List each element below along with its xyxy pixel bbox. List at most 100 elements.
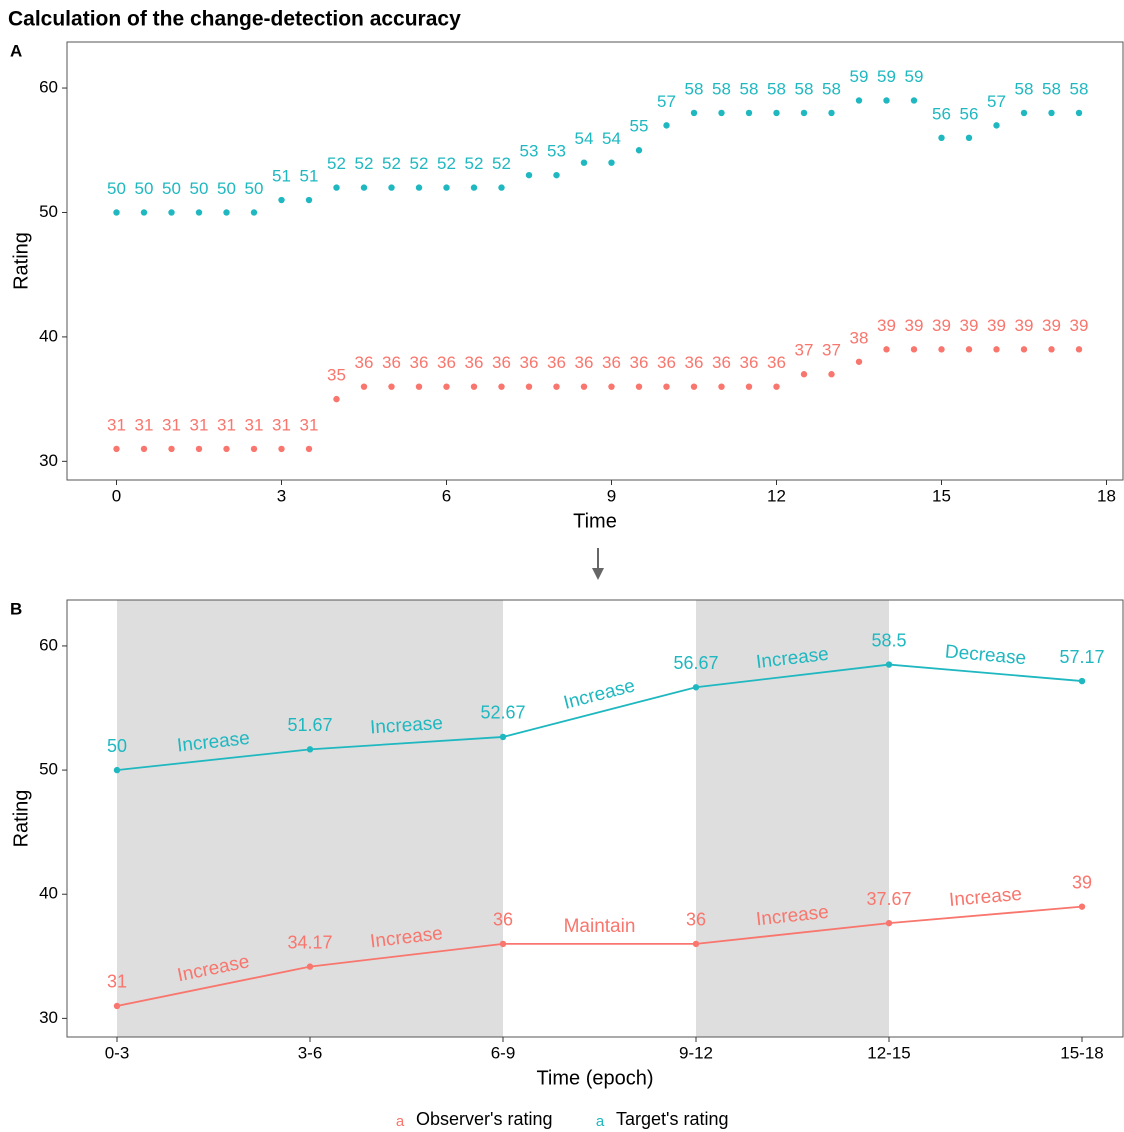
x-axis-title: Time bbox=[573, 510, 617, 532]
x-axis-title: Time (epoch) bbox=[536, 1067, 653, 1089]
point-label: 53 bbox=[547, 142, 566, 161]
point-label: 31 bbox=[107, 415, 126, 434]
point-label: 58 bbox=[1070, 79, 1089, 98]
point bbox=[333, 184, 340, 191]
x-tick-label: 3 bbox=[277, 486, 286, 505]
point bbox=[635, 383, 643, 390]
point bbox=[635, 147, 643, 154]
point bbox=[773, 383, 780, 390]
point-label: 39 bbox=[877, 316, 896, 335]
point bbox=[553, 383, 560, 390]
y-axis-title: Rating bbox=[10, 232, 32, 290]
shaded-band bbox=[117, 600, 503, 1037]
point-label: 37.67 bbox=[866, 889, 911, 909]
point bbox=[1075, 346, 1083, 353]
x-tick-label: 0 bbox=[112, 486, 121, 505]
point bbox=[690, 383, 698, 390]
panel-tag: A bbox=[10, 41, 22, 60]
point bbox=[580, 159, 588, 166]
point bbox=[113, 445, 120, 453]
point-label: 52 bbox=[327, 154, 346, 173]
legend-key: a bbox=[396, 1113, 405, 1130]
point-label: 59 bbox=[877, 67, 896, 86]
point-label: 52 bbox=[410, 154, 429, 173]
point-label: 31 bbox=[107, 972, 127, 992]
point bbox=[938, 346, 945, 353]
point bbox=[140, 445, 148, 453]
point-label: 57 bbox=[987, 92, 1006, 111]
point-label: 36 bbox=[602, 353, 621, 372]
y-tick-label: 50 bbox=[39, 202, 58, 221]
point bbox=[306, 746, 314, 753]
point-label: 51.67 bbox=[287, 715, 332, 735]
point-label: 36 bbox=[575, 353, 594, 372]
point bbox=[333, 395, 340, 403]
segment-label: Increase bbox=[561, 675, 637, 713]
point bbox=[498, 383, 505, 390]
point-label: 39 bbox=[1042, 316, 1061, 335]
point-label: 50 bbox=[107, 179, 126, 198]
point-label: 57 bbox=[657, 92, 676, 111]
point-label: 34.17 bbox=[287, 932, 332, 952]
point-label: 59 bbox=[850, 67, 869, 86]
y-axis-title: Rating bbox=[10, 790, 32, 848]
point bbox=[278, 445, 285, 453]
point bbox=[250, 445, 258, 453]
point-label: 31 bbox=[162, 415, 181, 434]
point bbox=[855, 97, 863, 104]
point bbox=[745, 383, 753, 390]
point-label: 37 bbox=[822, 341, 841, 360]
point bbox=[305, 445, 313, 453]
point bbox=[663, 122, 670, 129]
point-label: 52 bbox=[382, 154, 401, 173]
point-label: 36 bbox=[493, 910, 513, 930]
point bbox=[415, 184, 423, 191]
point-label: 52 bbox=[465, 154, 484, 173]
point bbox=[910, 346, 918, 353]
point-label: 35 bbox=[327, 366, 346, 385]
point bbox=[745, 109, 753, 117]
point-label: 58 bbox=[685, 79, 704, 98]
point bbox=[965, 134, 973, 142]
point bbox=[993, 122, 1000, 129]
point-label: 50 bbox=[107, 736, 127, 756]
point bbox=[498, 184, 505, 191]
point bbox=[223, 445, 230, 453]
point-label: 36 bbox=[685, 353, 704, 372]
point-label: 58 bbox=[767, 79, 786, 98]
x-tick-label: 6-9 bbox=[491, 1043, 516, 1062]
point bbox=[113, 766, 121, 774]
point bbox=[690, 109, 698, 117]
point-label: 36 bbox=[712, 353, 731, 372]
point bbox=[800, 109, 808, 117]
point bbox=[388, 184, 395, 191]
point-label: 36 bbox=[492, 353, 511, 372]
x-tick-label: 12-15 bbox=[867, 1043, 910, 1062]
point-label: 39 bbox=[960, 316, 979, 335]
segment-label: Maintain bbox=[564, 916, 636, 937]
point-label: 31 bbox=[190, 415, 209, 434]
point-label: 59 bbox=[905, 67, 924, 86]
point-label: 39 bbox=[1070, 316, 1089, 335]
point-label: 56 bbox=[932, 104, 951, 123]
point bbox=[718, 383, 725, 390]
point-label: 31 bbox=[135, 415, 154, 434]
point bbox=[443, 383, 450, 390]
point-label: 50 bbox=[217, 179, 236, 198]
y-tick-label: 30 bbox=[39, 1008, 58, 1027]
point-label: 38 bbox=[850, 328, 869, 347]
point-label: 54 bbox=[575, 129, 594, 148]
point bbox=[525, 171, 533, 179]
point-label: 58.5 bbox=[871, 630, 906, 650]
point bbox=[553, 171, 560, 179]
point-label: 31 bbox=[300, 415, 319, 434]
figure-title: Calculation of the change-detection accu… bbox=[8, 8, 461, 31]
point bbox=[525, 383, 533, 390]
point-label: 55 bbox=[630, 117, 649, 136]
point bbox=[360, 184, 368, 191]
legend-label: Observer's rating bbox=[416, 1109, 553, 1129]
point bbox=[388, 383, 395, 390]
point-label: 36 bbox=[547, 353, 566, 372]
point bbox=[1075, 109, 1083, 117]
